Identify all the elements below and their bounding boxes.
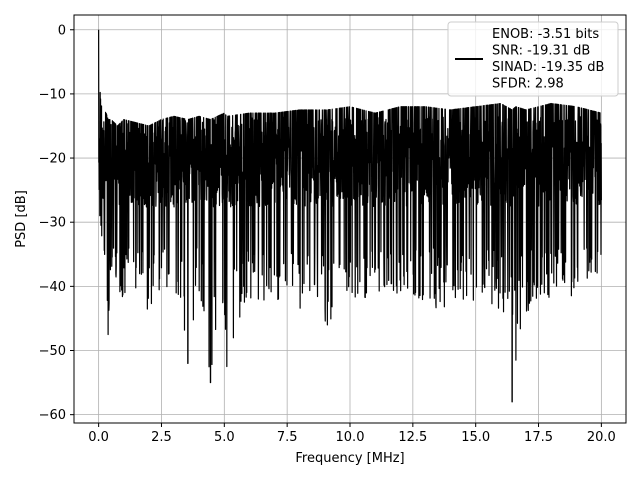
psd-series-line bbox=[98, 29, 602, 403]
x-tick-label: 12.5 bbox=[398, 430, 427, 445]
y-tick-label: −10 bbox=[39, 87, 66, 102]
x-tick-label: 20.0 bbox=[587, 430, 616, 445]
x-tick-label: 15.0 bbox=[461, 430, 490, 445]
y-axis-ticks: 0 −10 −20 −30 −40 −50 −60 bbox=[39, 23, 74, 423]
y-tick-label: −60 bbox=[39, 408, 66, 423]
legend-text-line: SNR: -19.31 dB bbox=[492, 44, 590, 59]
y-tick-label: 0 bbox=[58, 23, 66, 38]
y-tick-label: −50 bbox=[39, 344, 66, 359]
y-tick-label: −40 bbox=[39, 280, 66, 295]
y-axis-label: PSD [dB] bbox=[14, 190, 29, 248]
x-tick-label: 2.5 bbox=[151, 430, 172, 445]
y-tick-label: −20 bbox=[39, 152, 66, 167]
x-axis-ticks: 0.0 2.5 5.0 7.5 10.0 12.5 15.0 17.5 20.0 bbox=[88, 423, 616, 445]
x-axis-label: Frequency [MHz] bbox=[295, 451, 404, 466]
x-tick-label: 10.0 bbox=[336, 430, 365, 445]
legend-text-line: SINAD: -19.35 dB bbox=[492, 60, 604, 75]
legend-box bbox=[447, 21, 619, 97]
y-tick-label: −30 bbox=[39, 216, 66, 231]
x-tick-label: 7.5 bbox=[277, 430, 298, 445]
series-layer bbox=[98, 29, 602, 403]
legend-text-line: ENOB: -3.51 bits bbox=[492, 27, 599, 42]
x-tick-label: 17.5 bbox=[524, 430, 553, 445]
legend-text-line: SFDR: 2.98 bbox=[492, 77, 564, 92]
x-tick-label: 0.0 bbox=[88, 430, 109, 445]
x-tick-label: 5.0 bbox=[214, 430, 235, 445]
legend-label: ENOB: -3.51 bits SNR: -19.31 dB SINAD: -19… bbox=[492, 27, 604, 92]
legend: ENOB: -3.51 bits SNR: -19.31 dB SINAD: -19… bbox=[447, 21, 619, 97]
